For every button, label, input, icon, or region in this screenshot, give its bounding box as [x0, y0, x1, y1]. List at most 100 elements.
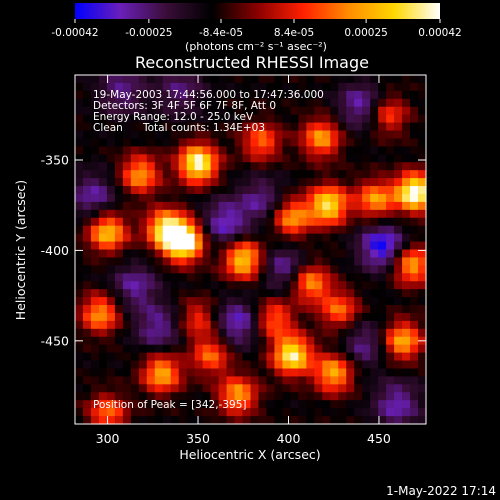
heatmap-cell — [402, 289, 411, 298]
heatmap-cell — [418, 82, 427, 92]
heatmap-cell — [290, 130, 299, 140]
heatmap-cell — [402, 249, 411, 259]
heatmap-cell — [378, 138, 387, 147]
heatmap-cell — [218, 400, 228, 409]
heatmap-cell — [410, 201, 419, 211]
heatmap-cell — [282, 130, 291, 140]
heatmap-cell — [402, 75, 411, 84]
heatmap-cell — [370, 376, 379, 385]
heatmap-cell — [122, 170, 132, 179]
heatmap-cell — [242, 75, 252, 84]
heatmap-cell — [394, 408, 403, 417]
heatmap-cell — [114, 297, 124, 306]
heatmap-cell — [186, 162, 196, 171]
heatmap-cell — [138, 193, 148, 203]
heatmap-cell — [338, 178, 347, 187]
heatmap-cell — [314, 75, 323, 84]
heatmap-cell — [234, 289, 244, 298]
heatmap-cell — [226, 400, 236, 409]
heatmap-cell — [298, 233, 307, 243]
heatmap-cell — [290, 233, 299, 243]
heatmap-cell — [106, 384, 116, 393]
heatmap-cell — [162, 408, 172, 417]
heatmap-cell — [410, 82, 419, 92]
heatmap-cell — [338, 209, 347, 219]
heatmap-cell — [210, 130, 220, 140]
heatmap-cell — [378, 162, 387, 171]
heatmap-cell — [106, 114, 116, 124]
heatmap-cell — [370, 162, 379, 171]
heatmap-cell — [170, 209, 180, 219]
heatmap-cell — [322, 328, 331, 338]
heatmap-cell — [298, 106, 307, 116]
heatmap-cell — [338, 265, 347, 274]
heatmap-cell — [75, 312, 84, 322]
heatmap-cell — [266, 122, 276, 132]
heatmap-cell — [258, 114, 268, 124]
heatmap-cell — [170, 320, 180, 330]
heatmap-cell — [154, 352, 164, 362]
heatmap-cell — [106, 328, 116, 338]
heatmap-cell — [226, 225, 236, 235]
heatmap-cell — [146, 328, 156, 338]
heatmap-cell — [330, 312, 339, 322]
heatmap-cell — [306, 178, 315, 187]
heatmap-cell — [298, 178, 307, 187]
heatmap-cell — [250, 75, 260, 84]
heatmap-cell — [202, 320, 212, 330]
heatmap-cell — [122, 233, 132, 243]
heatmap-cell — [322, 376, 331, 385]
heatmap-cell — [274, 82, 284, 92]
heatmap-cell — [162, 233, 172, 243]
heatmap-cell — [106, 217, 116, 227]
heatmap-cell — [106, 106, 116, 116]
heatmap-cell — [170, 281, 180, 290]
heatmap-cell — [394, 217, 403, 227]
heatmap-cell — [202, 289, 212, 298]
heatmap-cell — [338, 273, 347, 282]
heatmap-cell — [418, 217, 427, 227]
heatmap-cell — [290, 320, 299, 330]
heatmap-cell — [130, 114, 140, 124]
heatmap-cell — [178, 106, 188, 116]
heatmap-cell — [178, 75, 188, 84]
heatmap-cell — [282, 289, 291, 298]
heatmap-cell — [186, 138, 196, 147]
heatmap-cell — [210, 249, 220, 259]
heatmap-cell — [346, 90, 355, 100]
heatmap-cell — [402, 328, 411, 338]
heatmap-cell — [266, 138, 276, 147]
heatmap-cell — [306, 114, 315, 124]
heatmap-cell — [194, 376, 204, 385]
heatmap-cell — [202, 146, 212, 155]
heatmap-cell — [106, 193, 116, 203]
heatmap-cell — [322, 289, 331, 298]
heatmap-cell — [274, 416, 284, 425]
heatmap-cell — [306, 376, 315, 385]
heatmap-cell — [154, 289, 164, 298]
heatmap-cell — [402, 312, 411, 322]
heatmap-cell — [75, 360, 84, 370]
heatmap-cell — [90, 289, 100, 298]
heatmap-cell — [306, 217, 315, 227]
heatmap-cell — [378, 312, 387, 322]
heatmap-cell — [138, 265, 148, 274]
heatmap-cell — [354, 233, 363, 243]
heatmap-cell — [362, 90, 371, 100]
heatmap-cell — [130, 281, 140, 290]
heatmap-cell — [258, 130, 268, 140]
heatmap-cell — [410, 90, 419, 100]
heatmap-cell — [306, 416, 315, 425]
heatmap-cell — [266, 146, 276, 155]
heatmap-cell — [218, 265, 228, 274]
heatmap-cell — [202, 178, 212, 187]
heatmap-cell — [402, 352, 411, 362]
heatmap-cell — [338, 328, 347, 338]
heatmap-cell — [298, 265, 307, 274]
heatmap-cell — [194, 281, 204, 290]
heatmap-cell — [90, 90, 100, 100]
heatmap-cell — [186, 392, 196, 401]
heatmap-cell — [362, 400, 371, 409]
heatmap-cell — [298, 297, 307, 306]
heatmap-cell — [138, 98, 148, 108]
